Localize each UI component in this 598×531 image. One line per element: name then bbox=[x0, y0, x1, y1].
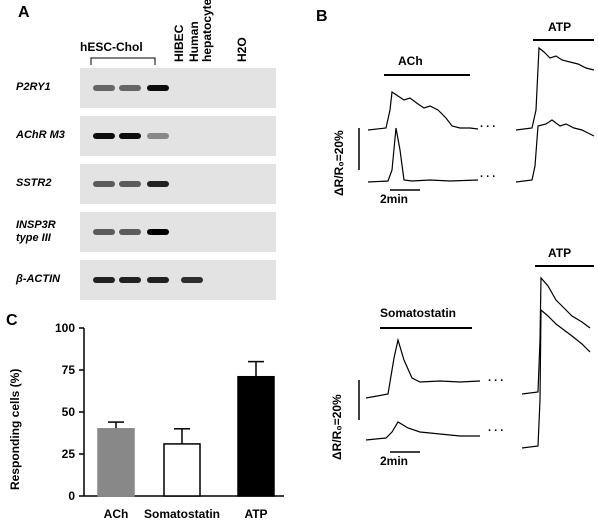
gel-row bbox=[80, 212, 276, 252]
gel-row bbox=[80, 116, 276, 156]
bar-ach bbox=[97, 428, 135, 497]
lane-group-bracket bbox=[90, 57, 156, 65]
gel-band bbox=[93, 181, 115, 187]
gene-label: β-ACTIN bbox=[16, 273, 61, 285]
gel-row bbox=[80, 68, 276, 108]
gel-band bbox=[147, 277, 169, 283]
trace-ach-1 bbox=[367, 90, 479, 131]
gel-row bbox=[80, 260, 276, 300]
stimulus-somatostatin-label: Somatostatin bbox=[380, 306, 457, 320]
lane-group-label: hESC-Chol bbox=[80, 40, 143, 54]
scalebar-label-bottom: 2min bbox=[380, 454, 409, 468]
stimulus-ach-label: ACh bbox=[398, 54, 423, 68]
y-tick-label: 50 bbox=[62, 405, 76, 419]
stimulus-atp-label-top: ATP bbox=[548, 20, 572, 34]
category-label: Somatostatin bbox=[144, 507, 220, 521]
trace-atp-top-1 bbox=[515, 46, 595, 131]
trace-atp-bottom-2 bbox=[521, 308, 591, 449]
bar-atp bbox=[237, 375, 275, 497]
gel-band bbox=[147, 85, 169, 91]
gap-dots-top-1: . . . bbox=[480, 118, 496, 130]
gel-band bbox=[119, 181, 141, 187]
trace-soma-2 bbox=[365, 421, 480, 441]
y-tick-label: 75 bbox=[62, 363, 76, 377]
trace-ach-2 bbox=[367, 127, 479, 183]
bar-somatostatin bbox=[163, 443, 201, 497]
gene-label: AChR M3 bbox=[16, 129, 65, 141]
gel-band bbox=[119, 277, 141, 283]
y-tick-label: 0 bbox=[68, 489, 75, 503]
stimulus-atp-label-bottom: ATP bbox=[548, 246, 572, 260]
gene-label: P2RY1 bbox=[16, 81, 51, 93]
gel-band bbox=[181, 277, 203, 283]
scalebar-label-top: 2min bbox=[380, 192, 409, 206]
category-label: ATP bbox=[244, 507, 267, 521]
trace-atp-bottom-1 bbox=[521, 276, 591, 395]
gene-label: SSTR2 bbox=[16, 177, 52, 189]
gel-band bbox=[147, 229, 169, 235]
gel-band bbox=[147, 133, 169, 139]
gel-row bbox=[80, 164, 276, 204]
gel-band bbox=[93, 133, 115, 139]
gel-band bbox=[93, 277, 115, 283]
y-tick-label: 25 bbox=[62, 447, 76, 461]
gel-band bbox=[119, 229, 141, 235]
panel-c-letter: C bbox=[6, 312, 18, 329]
panel-b-letter: B bbox=[316, 8, 328, 25]
gel-band bbox=[119, 85, 141, 91]
trace-atp-top-2 bbox=[515, 119, 595, 183]
gel-band bbox=[93, 85, 115, 91]
panel-a-letter: A bbox=[18, 4, 30, 21]
gap-dots-bottom-2: . . . bbox=[488, 422, 504, 434]
gene-label: INSP3R type III bbox=[16, 219, 56, 244]
trace-soma-1 bbox=[365, 337, 481, 399]
gel-band bbox=[147, 181, 169, 187]
gap-dots-top-2: . . . bbox=[480, 168, 496, 180]
gel-band bbox=[93, 229, 115, 235]
gel-band bbox=[119, 133, 141, 139]
y-tick-label: 100 bbox=[55, 321, 75, 335]
gap-dots-bottom-1: . . . bbox=[488, 372, 504, 384]
category-label: ACh bbox=[104, 507, 129, 521]
